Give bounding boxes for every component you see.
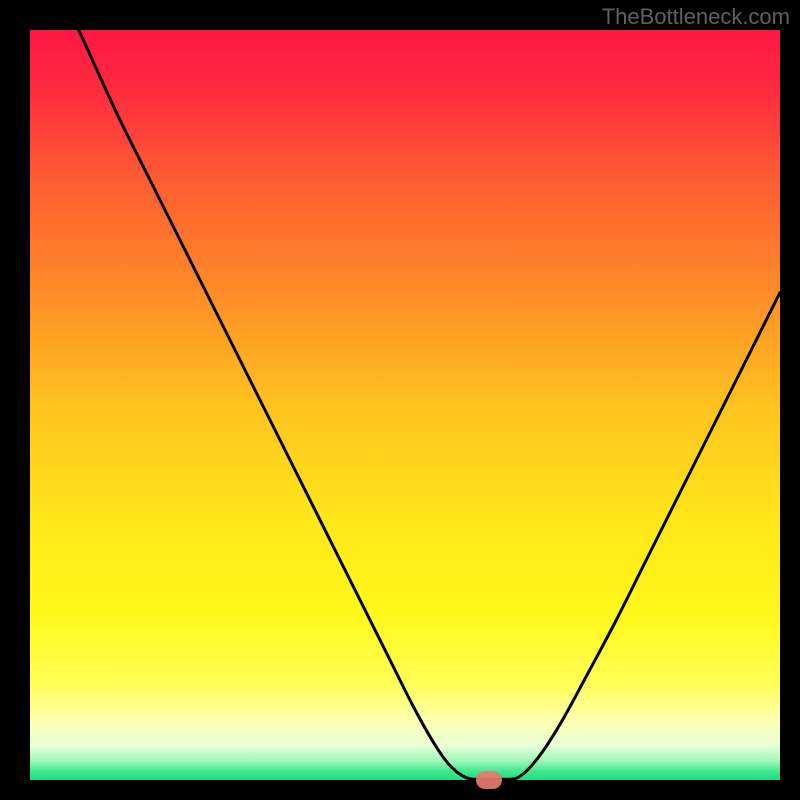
plot-area	[30, 30, 780, 780]
bottleneck-chart	[0, 0, 800, 800]
attribution-text: TheBottleneck.com	[602, 4, 790, 30]
optimal-point-marker	[476, 771, 502, 789]
chart-container: TheBottleneck.com	[0, 0, 800, 800]
